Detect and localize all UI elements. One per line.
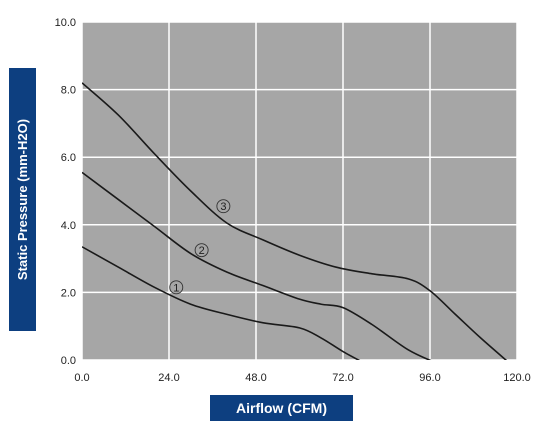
y-tick-label: 6.0 bbox=[61, 152, 76, 164]
series-group bbox=[82, 82, 508, 360]
x-tick-label: 24.0 bbox=[158, 372, 179, 384]
y-tick-label: 0.0 bbox=[61, 355, 76, 367]
grid-lines bbox=[81, 21, 518, 361]
x-tick-label: 72.0 bbox=[332, 372, 353, 384]
series-curve-1 bbox=[82, 246, 361, 360]
x-tick-label: 120.0 bbox=[503, 372, 531, 384]
curve-label-circle bbox=[169, 280, 184, 295]
y-axis-label: Static Pressure (mm-H2O) bbox=[15, 118, 30, 281]
curve-label-2: 2 bbox=[199, 245, 205, 257]
x-axis-label-box: Airflow (CFM) bbox=[210, 395, 353, 421]
x-tick-label: 96.0 bbox=[419, 372, 440, 384]
curve-labels: 1 2 3 bbox=[169, 199, 231, 295]
series-curve-3 bbox=[82, 82, 508, 360]
curve-label-1: 1 bbox=[173, 282, 179, 294]
y-tick-label: 2.0 bbox=[61, 287, 76, 299]
series-curve-2 bbox=[82, 171, 432, 360]
y-tick-label: 4.0 bbox=[61, 220, 76, 232]
x-tick-label: 0.0 bbox=[74, 372, 89, 384]
curve-label-3: 3 bbox=[220, 201, 226, 213]
curve-label-circle bbox=[194, 243, 209, 258]
y-tick-label: 10.0 bbox=[55, 17, 76, 29]
y-axis-label-box: Static Pressure (mm-H2O) bbox=[9, 68, 36, 331]
plot-area bbox=[82, 22, 517, 360]
y-tick-label: 8.0 bbox=[61, 85, 76, 97]
x-tick-label: 48.0 bbox=[245, 372, 266, 384]
x-axis-label: Airflow (CFM) bbox=[236, 400, 327, 416]
tick-labels: 0.0 24.0 48.0 72.0 96.0 120.0 0.0 2.0 4.0 6.0 8.0 1… bbox=[55, 17, 531, 384]
curve-label-circle bbox=[216, 199, 231, 214]
